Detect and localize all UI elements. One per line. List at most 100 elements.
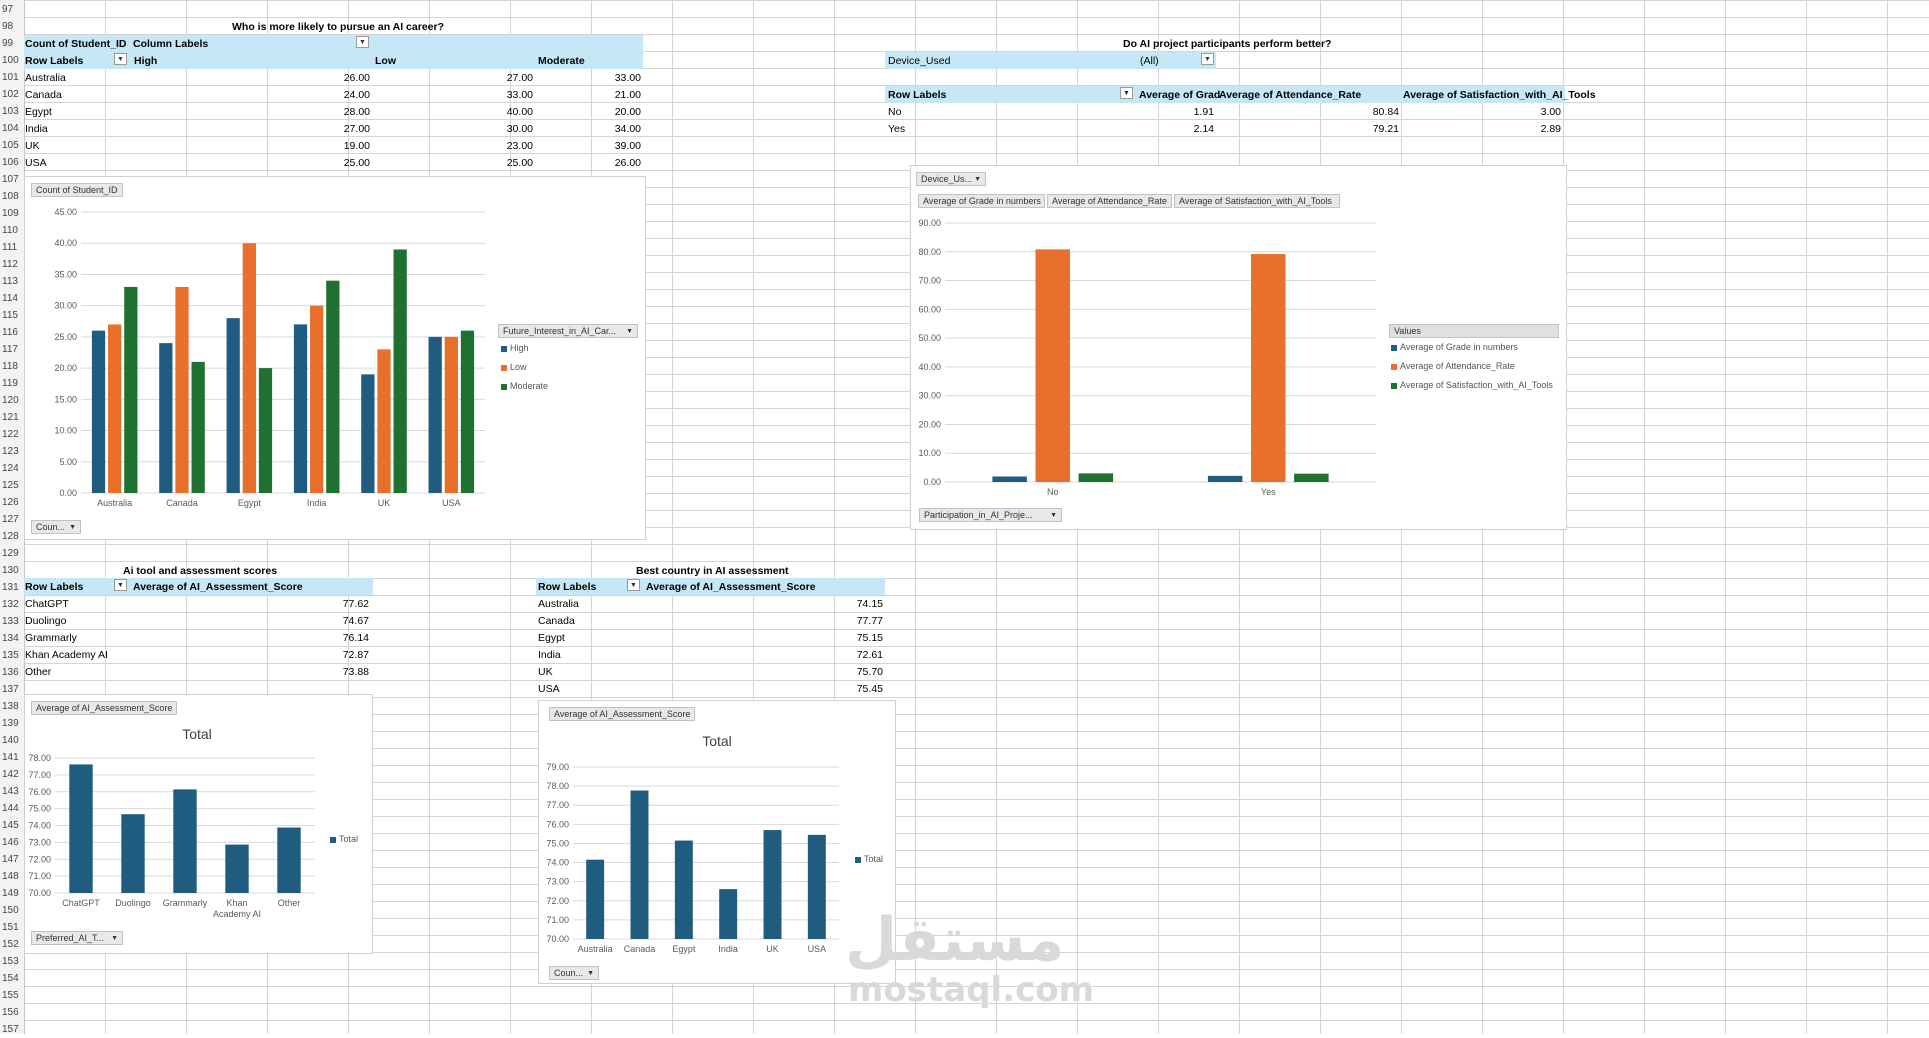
- chart3-value-field-button[interactable]: Average of AI_Assessment_Score: [31, 701, 178, 715]
- bar-low[interactable]: [310, 305, 324, 493]
- row-number[interactable]: 150: [2, 905, 19, 916]
- bar-low[interactable]: [108, 324, 122, 493]
- row-number[interactable]: 157: [2, 1024, 19, 1035]
- chart4-axis-field-button[interactable]: Coun... ▼: [549, 966, 599, 980]
- row-number[interactable]: 104: [2, 123, 19, 134]
- bar-low[interactable]: [444, 336, 458, 493]
- row-number[interactable]: 149: [2, 888, 19, 899]
- row-number[interactable]: 152: [2, 939, 19, 950]
- row-number[interactable]: 109: [2, 208, 19, 219]
- bar-high[interactable]: [91, 330, 106, 493]
- row-number[interactable]: 154: [2, 973, 19, 984]
- row-number[interactable]: 102: [2, 89, 19, 100]
- bar-low[interactable]: [242, 243, 256, 493]
- row-number[interactable]: 128: [2, 531, 19, 542]
- row-number[interactable]: 118: [2, 361, 18, 372]
- row-number[interactable]: 125: [2, 480, 19, 491]
- row-number[interactable]: 115: [2, 310, 18, 321]
- chart3-axis-field-button[interactable]: Preferred_AI_T... ▼: [31, 931, 123, 945]
- bar-total[interactable]: [719, 889, 738, 939]
- bar-total[interactable]: [630, 790, 649, 939]
- row-number[interactable]: 123: [2, 446, 19, 457]
- row-number[interactable]: 141: [2, 752, 19, 763]
- pivot1-row-filter-button[interactable]: ▼: [114, 53, 127, 65]
- bar-low[interactable]: [175, 286, 189, 493]
- row-number[interactable]: 138: [2, 701, 19, 712]
- row-number[interactable]: 120: [2, 395, 19, 406]
- row-number[interactable]: 114: [2, 293, 18, 304]
- chart1-legend-field-button[interactable]: Future_Interest_in_AI_Car... ▼: [498, 324, 638, 338]
- chart1-value-field-button[interactable]: Count of Student_ID: [31, 183, 123, 197]
- row-number[interactable]: 124: [2, 463, 19, 474]
- legend-item[interactable]: Average of Grade in numbers: [1391, 342, 1518, 352]
- bar-moderate[interactable]: [460, 330, 475, 493]
- chart-ai-project-participants[interactable]: Device_Us... ▼ Average of Grade in number…: [910, 165, 1567, 530]
- row-number[interactable]: 111: [2, 242, 18, 253]
- row-number[interactable]: 110: [2, 225, 18, 236]
- bar-total[interactable]: [121, 814, 145, 893]
- bar-moderate[interactable]: [124, 286, 138, 493]
- pivot3-row-filter-button[interactable]: ▼: [114, 579, 127, 591]
- legend-item[interactable]: Total: [855, 854, 883, 864]
- row-number[interactable]: 153: [2, 956, 19, 967]
- row-number[interactable]: 127: [2, 514, 19, 525]
- row-number[interactable]: 139: [2, 718, 19, 729]
- row-number[interactable]: 97: [2, 4, 14, 15]
- row-number[interactable]: 136: [2, 667, 19, 678]
- bar-moderate[interactable]: [258, 368, 273, 493]
- row-number[interactable]: 144: [2, 803, 19, 814]
- bar-high[interactable]: [361, 374, 375, 493]
- bar-low[interactable]: [377, 349, 391, 493]
- row-number[interactable]: 132: [2, 599, 19, 610]
- row-number[interactable]: 146: [2, 837, 19, 848]
- chart1-axis-field-button[interactable]: Coun... ▼: [31, 520, 81, 534]
- row-number[interactable]: 140: [2, 735, 19, 746]
- chart2-value-button-attendance[interactable]: Average of Attendance_Rate: [1047, 194, 1172, 208]
- row-number[interactable]: 148: [2, 871, 19, 882]
- bar-high[interactable]: [428, 336, 442, 493]
- row-number[interactable]: 145: [2, 820, 19, 831]
- row-number[interactable]: 113: [2, 276, 18, 287]
- bar-total[interactable]: [807, 834, 826, 939]
- chart-ai-career[interactable]: Count of Student_ID 0.00 5.00 10.00 15.00 20…: [24, 176, 646, 540]
- row-header-column[interactable]: 97 98 99 100 101 102 103 104 105 106 107 108 109 110 1…: [0, 0, 25, 1035]
- row-number[interactable]: 108: [2, 191, 19, 202]
- row-number[interactable]: 130: [2, 565, 19, 576]
- pivot2-row-filter-button[interactable]: ▼: [1120, 87, 1133, 99]
- bar-moderate[interactable]: [191, 361, 205, 493]
- pivot4-row-filter-button[interactable]: ▼: [627, 579, 640, 591]
- row-number[interactable]: 103: [2, 106, 19, 117]
- chart2-filter-field-button[interactable]: Device_Us... ▼: [916, 172, 986, 186]
- chart2-axis-field-button[interactable]: Participation_in_AI_Proje... ▼: [919, 508, 1062, 522]
- row-number[interactable]: 116: [2, 327, 18, 338]
- bar-total[interactable]: [277, 827, 301, 893]
- bar-high[interactable]: [226, 318, 240, 493]
- bar-average-of-attendance-rate[interactable]: [1035, 249, 1070, 482]
- legend-item[interactable]: Moderate: [501, 381, 548, 391]
- bar-average-of-satisfaction-with-ai-tools[interactable]: [1294, 473, 1329, 482]
- bar-total[interactable]: [69, 764, 93, 893]
- row-number[interactable]: 119: [2, 378, 18, 389]
- bar-total[interactable]: [763, 830, 782, 939]
- bar-total[interactable]: [173, 789, 197, 893]
- chart2-value-button-satisfaction[interactable]: Average of Satisfaction_with_AI_Tools: [1174, 194, 1340, 208]
- bar-total[interactable]: [674, 840, 693, 939]
- pivot2-filter-button[interactable]: ▼: [1201, 53, 1214, 65]
- row-number[interactable]: 122: [2, 429, 19, 440]
- row-number[interactable]: 142: [2, 769, 19, 780]
- row-number[interactable]: 107: [2, 174, 19, 185]
- row-number[interactable]: 129: [2, 548, 19, 559]
- row-number[interactable]: 143: [2, 786, 19, 797]
- row-number[interactable]: 100: [2, 55, 19, 66]
- row-number[interactable]: 121: [2, 412, 19, 423]
- legend-item[interactable]: Total: [330, 834, 358, 844]
- row-number[interactable]: 156: [2, 1007, 19, 1018]
- legend-item[interactable]: Average of Satisfaction_with_AI_Tools: [1391, 380, 1553, 390]
- bar-average-of-grade-in-numbers[interactable]: [992, 476, 1027, 482]
- row-number[interactable]: 98: [2, 21, 14, 32]
- row-number[interactable]: 134: [2, 633, 19, 644]
- bar-average-of-satisfaction-with-ai-tools[interactable]: [1078, 473, 1114, 482]
- bar-moderate[interactable]: [393, 249, 407, 493]
- row-number[interactable]: 117: [2, 344, 18, 355]
- chart4-value-field-button[interactable]: Average of AI_Assessment_Score: [549, 707, 696, 721]
